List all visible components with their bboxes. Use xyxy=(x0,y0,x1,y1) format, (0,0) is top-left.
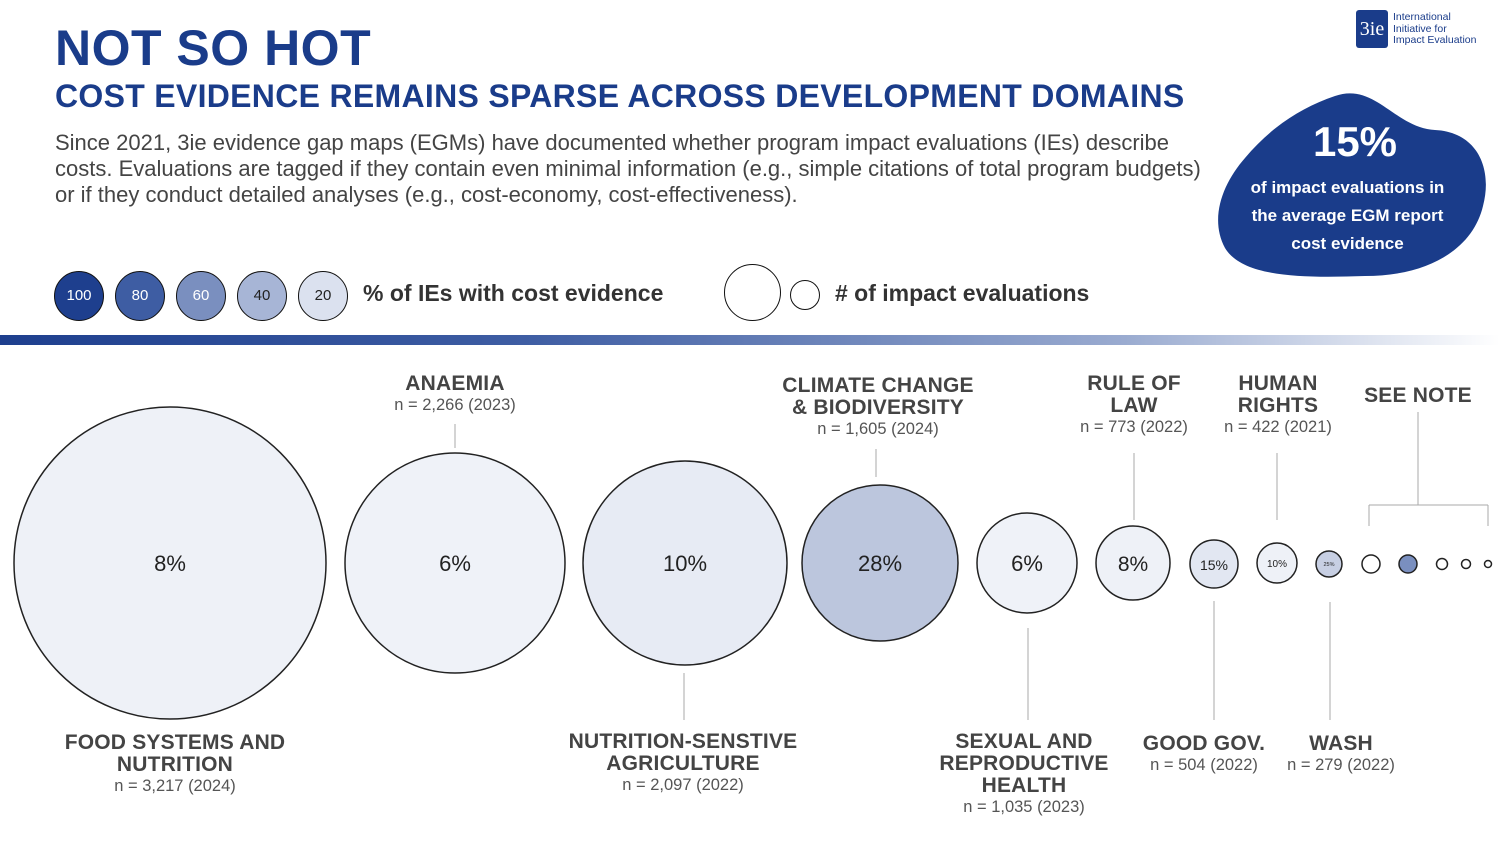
callout-line-2: the average EGM report xyxy=(1251,206,1444,225)
legend-shade-80: 80 xyxy=(115,271,165,321)
label-good-gov-n: n = 504 (2022) xyxy=(1150,756,1258,774)
label-wash: WASH n = 279 (2022) xyxy=(1287,733,1395,775)
callout-value-text: 15% xyxy=(1312,118,1398,165)
label-srh: SEXUAL AND REPRODUCTIVE HEALTH n = 1,035… xyxy=(939,731,1108,817)
bubble-wash xyxy=(1315,550,1343,578)
callout-badge: 15% of impact evaluations in the average… xyxy=(1215,88,1490,280)
bubble-note-a xyxy=(1361,554,1381,574)
bubble-pct-human-rights: 10% xyxy=(1267,559,1287,570)
label-human-rights: HUMAN RIGHTS n = 422 (2021) xyxy=(1224,373,1332,437)
label-climate-name-line1: CLIMATE CHANGE xyxy=(782,374,974,397)
label-nsa-line1: NUTRITION-SENSTIVE xyxy=(568,730,798,753)
bubble-pct-food-systems: 8% xyxy=(154,551,186,576)
label-nsa-n: n = 2,097 (2022) xyxy=(622,776,744,794)
bubble-pct-wash: 25% xyxy=(1323,562,1334,568)
legend-shade-100: 100 xyxy=(54,271,104,321)
label-good-gov-name: GOOD GOV. xyxy=(1142,732,1266,755)
label-wash-name: WASH xyxy=(1309,732,1373,755)
bubble-anaemia xyxy=(344,452,566,674)
label-see-note-text: SEE NOTE xyxy=(1364,384,1472,407)
label-good-gov: GOOD GOV. n = 504 (2022) xyxy=(1143,733,1265,775)
3ie-logo-mark: 3ie xyxy=(1356,10,1388,48)
label-human-rights-n: n = 422 (2021) xyxy=(1224,418,1332,436)
legend-shade-60: 60 xyxy=(176,271,226,321)
bubble-pct-anaemia: 6% xyxy=(439,551,471,576)
bubble-note-b xyxy=(1398,554,1418,574)
label-human-rights-line1: HUMAN xyxy=(1238,372,1318,395)
legend-size-large xyxy=(724,264,781,321)
label-anaemia: ANAEMIA n = 2,266 (2023) xyxy=(394,373,516,415)
callout-line-3: cost evidence xyxy=(1291,234,1404,253)
legend-size-label: # of impact evaluations xyxy=(835,280,1090,306)
bubble-pct-nsa: 10% xyxy=(663,551,707,576)
page-subtitle: COST EVIDENCE REMAINS SPARSE ACROSS DEVE… xyxy=(55,78,1185,114)
label-food-systems: FOOD SYSTEMS AND NUTRITION n = 3,217 (20… xyxy=(65,732,286,796)
bubble-note-e xyxy=(1483,559,1493,569)
label-srh-line1: SEXUAL AND xyxy=(955,730,1093,753)
3ie-logo[interactable]: 3ie International Initiative for Impact … xyxy=(1356,10,1486,50)
label-rule-of-law-line1: RULE OF xyxy=(1087,372,1181,395)
label-rule-of-law-line2: LAW xyxy=(1110,394,1158,417)
label-wash-n: n = 279 (2022) xyxy=(1287,756,1395,774)
label-rule-of-law: RULE OF LAW n = 773 (2022) xyxy=(1080,373,1188,437)
label-anaemia-name: ANAEMIA xyxy=(405,372,505,395)
legend-shade-label: % of IEs with cost evidence xyxy=(363,280,664,306)
label-anaemia-n: n = 2,266 (2023) xyxy=(394,396,516,414)
logo-line-2: Initiative for xyxy=(1393,22,1447,35)
legend-shade-20: 20 xyxy=(298,271,348,321)
callout-line-1: of impact evaluations in xyxy=(1250,178,1445,197)
label-climate-n: n = 1,605 (2024) xyxy=(817,420,939,438)
bubble-note-c xyxy=(1435,557,1449,571)
bubble-rule-of-law xyxy=(1095,525,1171,601)
label-human-rights-line2: RIGHTS xyxy=(1237,394,1319,417)
bubble-pct-climate: 28% xyxy=(858,551,902,576)
label-srh-line2: REPRODUCTIVE xyxy=(939,752,1109,775)
label-see-note[interactable]: SEE NOTE xyxy=(1364,385,1472,407)
callout-description: of impact evaluations in the average EGM… xyxy=(1225,174,1470,258)
label-climate: CLIMATE CHANGE & BIODIVERSITY n = 1,605 … xyxy=(782,375,973,439)
logo-line-3: Impact Evaluation xyxy=(1393,34,1477,46)
bubble-good-gov xyxy=(1189,539,1239,589)
label-food-systems-line1: FOOD SYSTEMS AND xyxy=(64,731,286,754)
bubble-pct-good-gov: 15% xyxy=(1200,557,1228,573)
bubble-food-systems xyxy=(13,406,327,720)
callout-blob-shape xyxy=(1218,93,1486,277)
label-nsa-line2: AGRICULTURE xyxy=(606,752,760,775)
label-srh-n: n = 1,035 (2023) xyxy=(963,798,1085,816)
label-food-systems-n: n = 3,217 (2024) xyxy=(114,777,236,795)
label-climate-name-line2: & BIODIVERSITY xyxy=(792,396,964,419)
intro-paragraph: Since 2021, 3ie evidence gap maps (EGMs)… xyxy=(55,130,1201,207)
bubble-pct-rule-of-law: 8% xyxy=(1118,553,1148,576)
bubble-nsa xyxy=(582,460,788,666)
label-rule-of-law-n: n = 773 (2022) xyxy=(1080,418,1188,436)
label-srh-line3: HEALTH xyxy=(981,774,1067,797)
bubble-srh xyxy=(976,512,1078,614)
3ie-logo-text: International Initiative for Impact Eval… xyxy=(1393,11,1493,47)
callout-value: 15% xyxy=(1215,118,1465,166)
bubble-climate xyxy=(801,484,959,642)
page-title: NOT SO HOT xyxy=(55,20,372,76)
label-nsa: NUTRITION-SENSTIVE AGRICULTURE n = 2,097… xyxy=(569,731,798,795)
label-food-systems-line2: NUTRITION xyxy=(116,753,234,776)
legend-size-small xyxy=(790,280,820,310)
bubble-note-d xyxy=(1460,558,1472,570)
bubble-human-rights xyxy=(1256,542,1298,584)
divider-gradient-bar xyxy=(0,335,1500,345)
logo-line-1: International xyxy=(1393,11,1451,23)
legend-shade-40: 40 xyxy=(237,271,287,321)
bubble-pct-srh: 6% xyxy=(1011,551,1043,576)
